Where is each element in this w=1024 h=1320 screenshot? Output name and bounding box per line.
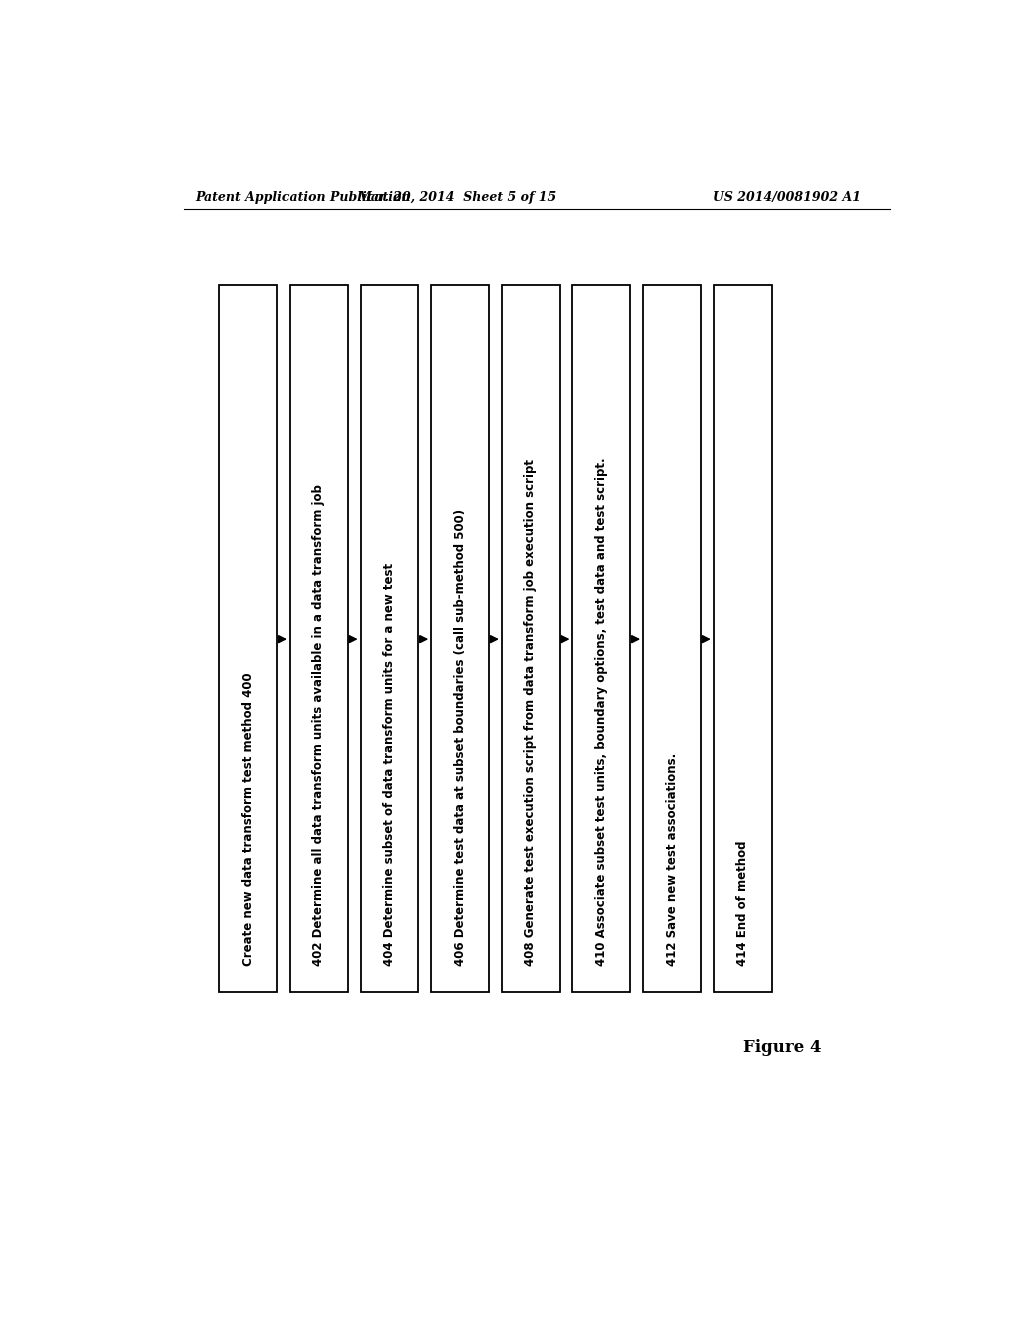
- Bar: [219, 285, 278, 991]
- Bar: [290, 285, 348, 991]
- Text: 406 Determine test data at subset boundaries (call sub-method 500): 406 Determine test data at subset bounda…: [454, 510, 467, 966]
- Bar: [360, 285, 419, 991]
- Text: Create new data transform test method 400: Create new data transform test method 40…: [242, 673, 255, 966]
- Bar: [714, 285, 772, 991]
- Text: 402 Determine all data transform units available in a data transform job: 402 Determine all data transform units a…: [312, 484, 326, 966]
- Text: US 2014/0081902 A1: US 2014/0081902 A1: [713, 190, 861, 203]
- Text: 412 Save new test associations.: 412 Save new test associations.: [666, 754, 679, 966]
- Text: Patent Application Publication: Patent Application Publication: [196, 190, 411, 203]
- Text: 404 Determine subset of data transform units for a new test: 404 Determine subset of data transform u…: [383, 564, 396, 966]
- Text: Mar. 20, 2014  Sheet 5 of 15: Mar. 20, 2014 Sheet 5 of 15: [357, 190, 557, 203]
- Bar: [643, 285, 701, 991]
- Text: 410 Associate subset test units, boundary options, test data and test script.: 410 Associate subset test units, boundar…: [595, 458, 608, 966]
- Text: 408 Generate test execution script from data transform job execution script: 408 Generate test execution script from …: [524, 459, 538, 966]
- Text: 414 End of method: 414 End of method: [736, 841, 750, 966]
- Text: Figure 4: Figure 4: [743, 1039, 822, 1056]
- Bar: [502, 285, 560, 991]
- Bar: [572, 285, 631, 991]
- Bar: [431, 285, 489, 991]
